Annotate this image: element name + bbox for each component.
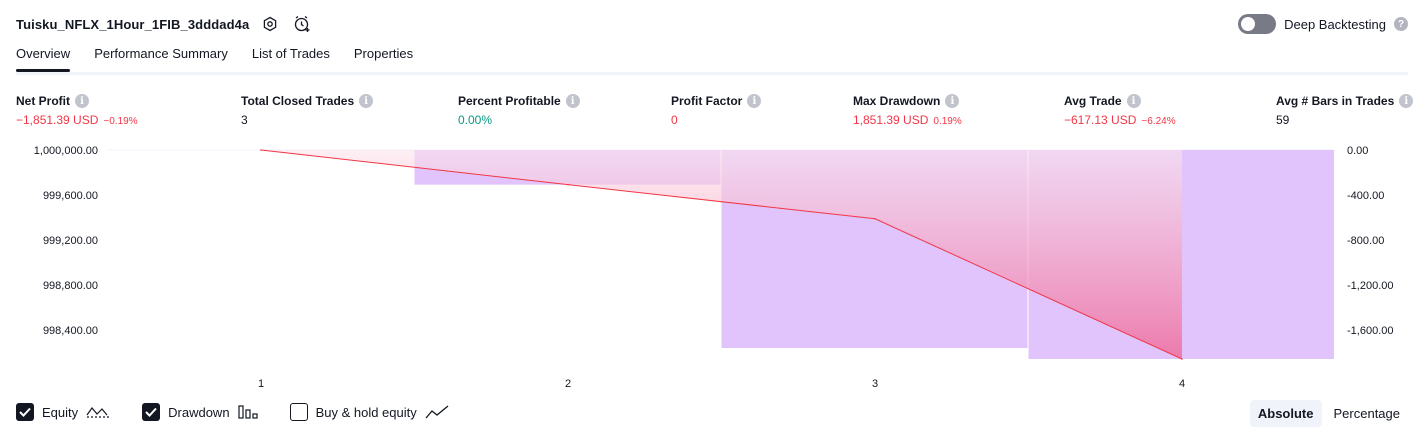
metric-label: Profit Factor [671,94,743,108]
add-alert-icon[interactable] [291,13,313,35]
left-axis-tick: 998,400.00 [43,325,98,337]
metric-value: 0 [671,113,678,127]
equity-point [567,183,569,186]
info-icon[interactable]: i [75,94,89,108]
equity-chart[interactable]: 1,000,000.00 999,600.00 999,200.00 998,800.… [0,140,1424,394]
legend-drawdown[interactable]: Drawdown [142,403,258,421]
equity-point [260,149,262,151]
info-icon[interactable]: i [359,94,374,108]
buy-hold-line-icon [425,405,449,419]
equity-checkbox[interactable] [16,403,34,421]
equity-point [874,217,876,220]
equity-line-icon [86,405,110,419]
metric-total-closed-trades: Total Closed Trades i 3 [241,94,374,127]
metric-value: 59 [1276,113,1290,127]
info-icon[interactable]: i [1126,94,1141,108]
tab-overview[interactable]: Overview [16,46,71,72]
metric-avg-trade: Avg Trade i −617.13 USD −6.24% [1064,94,1176,127]
metric-profit-factor: Profit Factor i 0 [671,94,762,127]
metric-net-profit: Net Profit i −1,851.39 USD −0.19% [16,94,138,127]
deep-backtesting: Deep Backtesting ? [1238,12,1408,36]
strategy-header: Tuisku_NFLX_1Hour_1FIB_3dddad4a [16,12,313,36]
tabs-divider [16,72,1408,75]
metric-percent: −6.24% [1141,116,1176,127]
value-mode-switch: Absolute Percentage [1249,400,1408,427]
metric-label: Net Profit [16,94,70,108]
info-icon[interactable]: i [945,94,960,108]
x-axis-tick: 1 [258,378,264,390]
question-icon[interactable]: ? [1394,17,1408,31]
equity-area [261,150,1182,359]
settings-icon[interactable] [259,13,281,35]
right-axis-tick: -1,600.00 [1347,325,1393,337]
percentage-button[interactable]: Percentage [1333,406,1401,421]
info-icon[interactable]: i [1399,94,1414,108]
tab-properties[interactable]: Properties [353,46,414,61]
tab-performance-summary[interactable]: Performance Summary [94,46,228,61]
legend-label: Drawdown [168,404,230,420]
legend-equity[interactable]: Equity [16,403,110,421]
x-axis-tick: 3 [872,378,878,390]
metric-max-drawdown: Max Drawdown i 1,851.39 USD 0.19% [853,94,962,127]
report-tabs: Overview Performance Summary List of Tra… [16,46,437,72]
right-axis-tick: 0.00 [1347,145,1368,157]
equity-line[interactable] [260,149,1183,360]
left-axis-tick: 998,800.00 [43,280,98,292]
legend-label: Equity [42,404,79,420]
legend-buy-hold[interactable]: Buy & hold equity [289,403,449,421]
metric-percent-profitable: Percent Profitable i 0.00% [458,94,580,127]
metric-label: Percent Profitable [458,94,561,108]
tab-list-of-trades[interactable]: List of Trades [251,46,330,61]
left-axis-tick: 1,000,000.00 [34,145,98,157]
metric-avg-bars-in-trades: Avg # Bars in Trades i 59 [1276,94,1414,127]
metric-label: Total Closed Trades [241,94,355,108]
deep-backtesting-label: Deep Backtesting [1284,16,1386,32]
legend-label: Buy & hold equity [315,404,417,420]
metric-value: 0.00% [458,113,493,127]
metric-label: Avg Trade [1064,94,1122,108]
left-axis-tick: 999,600.00 [43,190,98,202]
info-icon[interactable]: i [565,94,580,108]
right-axis-tick: -1,200.00 [1347,280,1393,292]
absolute-button[interactable]: Absolute [1249,400,1322,427]
metric-value: −1,851.39 USD [16,113,99,127]
metric-value: 1,851.39 USD [853,113,929,127]
strategy-name: Tuisku_NFLX_1Hour_1FIB_3dddad4a [16,16,250,32]
chart-legend: Equity Drawdown Buy & hold equity [16,403,481,421]
metric-value: −617.13 USD [1064,113,1137,127]
buy-hold-checkbox[interactable] [289,403,308,421]
metric-value: 3 [241,113,248,127]
info-icon[interactable]: i [747,94,762,108]
metric-label: Max Drawdown [853,94,941,108]
drawdown-checkbox[interactable] [142,403,161,421]
equity-point [1181,358,1183,360]
drawdown-bars-icon [237,405,258,419]
right-axis-tick: -400.00 [1347,190,1384,202]
right-axis-tick: -800.00 [1347,235,1384,247]
deep-backtesting-toggle[interactable] [1238,14,1277,34]
metric-percent: −0.19% [103,116,138,127]
x-axis-tick: 4 [1179,378,1185,390]
metric-percent: 0.19% [933,116,962,127]
x-axis-tick: 2 [565,378,571,390]
metric-label: Avg # Bars in Trades [1276,94,1395,108]
left-axis-tick: 999,200.00 [43,235,98,247]
